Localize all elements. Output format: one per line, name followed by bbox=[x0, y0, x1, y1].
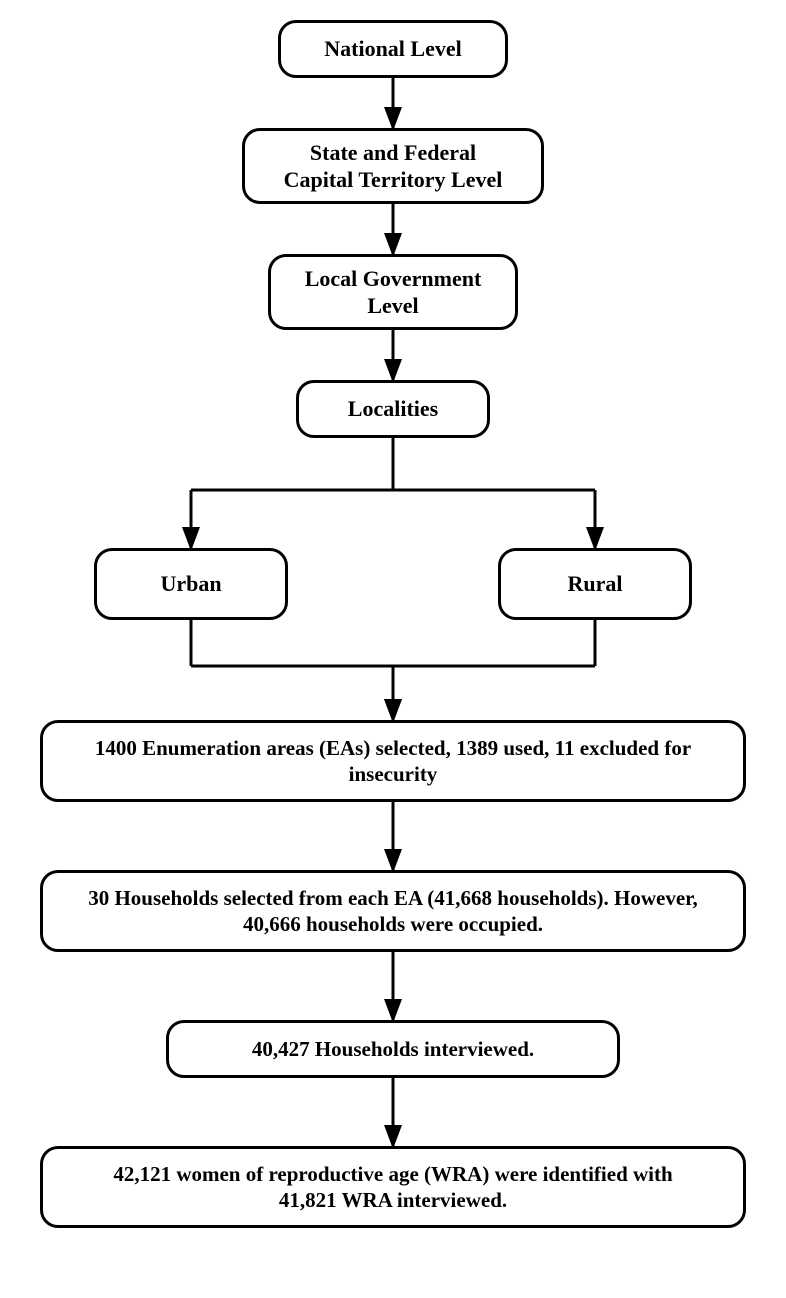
node-national: National Level bbox=[278, 20, 508, 78]
node-urban: Urban bbox=[94, 548, 288, 620]
node-wra: 42,121 women of reproductive age (WRA) w… bbox=[40, 1146, 746, 1228]
node-households-int: 40,427 Households interviewed. bbox=[166, 1020, 620, 1078]
node-rural: Rural bbox=[498, 548, 692, 620]
node-households-sel: 30 Households selected from each EA (41,… bbox=[40, 870, 746, 952]
node-localities: Localities bbox=[296, 380, 490, 438]
node-local: Local Government Level bbox=[268, 254, 518, 330]
node-eas: 1400 Enumeration areas (EAs) selected, 1… bbox=[40, 720, 746, 802]
node-state: State and Federal Capital Territory Leve… bbox=[242, 128, 544, 204]
